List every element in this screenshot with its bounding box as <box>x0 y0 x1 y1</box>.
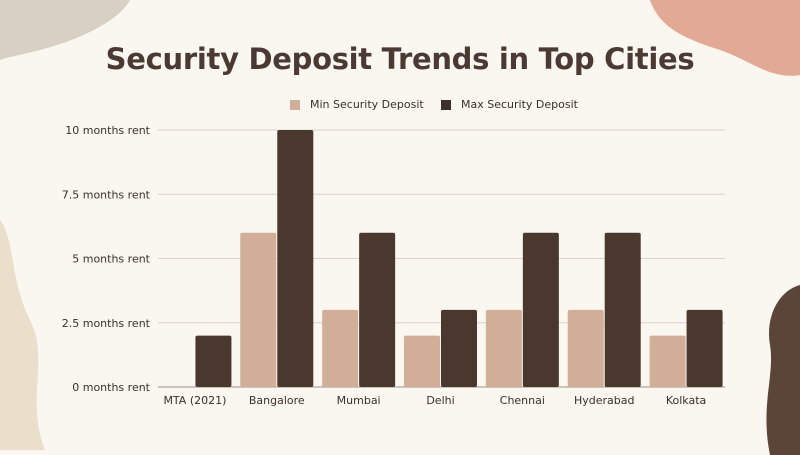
x-tick-label: Kolkata <box>666 394 706 407</box>
x-tick-label: Hyderabad <box>574 394 635 407</box>
legend-label-min: Min Security Deposit <box>310 98 424 111</box>
bar-max <box>195 335 232 387</box>
y-tick-label: 10 months rent <box>65 124 150 137</box>
bar-min <box>322 309 359 387</box>
x-tick-label: Delhi <box>426 394 454 407</box>
decor-blob-bottom-left <box>0 220 45 450</box>
x-tick-label: Bangalore <box>249 394 305 407</box>
legend-swatch-min <box>290 99 300 110</box>
bar-max <box>522 232 559 387</box>
legend-item-max: Max Security Deposit <box>441 98 578 111</box>
bar-min <box>404 335 440 387</box>
bar-min <box>567 309 604 387</box>
bar-max <box>441 309 477 387</box>
legend-swatch-max <box>441 99 451 110</box>
bar-max <box>359 232 396 387</box>
y-tick-label: 7.5 months rent <box>62 188 151 201</box>
bar-max <box>604 232 641 387</box>
chart-title: Security Deposit Trends in Top Cities <box>105 42 695 76</box>
bar-min <box>649 335 686 387</box>
x-tick-label: Chennai <box>500 394 545 407</box>
decor-blob-bottom-right <box>766 285 800 455</box>
x-tick-label: Mumbai <box>337 394 381 407</box>
bar-min <box>240 232 277 387</box>
x-tick-label: MTA (2021) <box>163 394 226 407</box>
bar-min <box>485 309 522 387</box>
bar-max <box>686 309 723 387</box>
y-tick-label: 2.5 months rent <box>62 317 151 330</box>
legend-item-min: Min Security Deposit <box>290 98 424 111</box>
legend-label-max: Max Security Deposit <box>461 98 578 111</box>
y-tick-label: 5 months rent <box>72 253 150 266</box>
bar-max <box>277 130 314 387</box>
decor-blob-top-left <box>0 0 130 60</box>
decor-blob-top-right <box>650 0 800 76</box>
y-tick-label: 0 months rent <box>72 381 150 394</box>
